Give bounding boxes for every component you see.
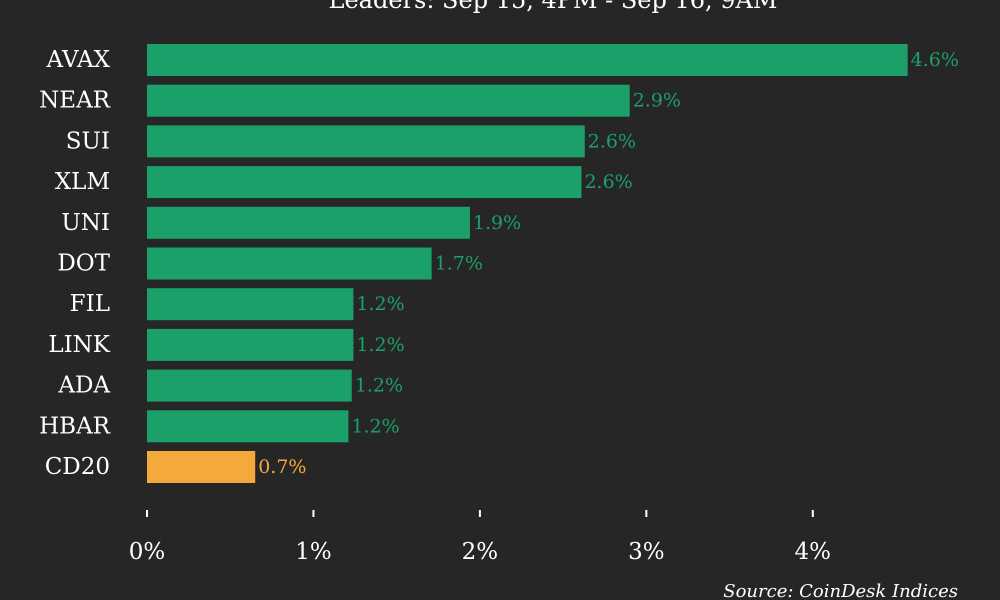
bar-xlm [147, 166, 582, 199]
category-label-near: NEAR [39, 88, 111, 114]
category-label-cd20: CD20 [45, 454, 110, 480]
x-tick-label-2: 2% [462, 539, 499, 565]
category-label-uni: UNI [61, 210, 110, 236]
category-label-fil: FIL [70, 291, 110, 317]
x-tick-label-1: 1% [295, 539, 332, 565]
value-label-link: 1.2% [356, 334, 404, 356]
value-labels: 4.6% 2.9% 2.6% 2.6% 1.9% 1.7% 1.2% 1.2% 1.2% 1.2%… [258, 49, 959, 478]
category-label-xlm: XLM [55, 169, 110, 195]
value-label-hbar: 1.2% [351, 415, 399, 437]
x-tick-label-3: 3% [628, 539, 665, 565]
bar-hbar [147, 410, 349, 443]
category-label-avax: AVAX [46, 47, 111, 73]
value-label-sui: 2.6% [588, 130, 636, 152]
value-label-dot: 1.7% [435, 253, 483, 275]
x-axis: 0% 1% 2% 3% 4% [129, 510, 831, 565]
value-label-avax: 4.6% [911, 49, 959, 71]
bar-sui [147, 125, 585, 158]
bar-cd20 [147, 451, 256, 483]
x-tick-label-4: 4% [795, 539, 832, 565]
category-label-ada: ADA [57, 373, 110, 399]
bar-dot [147, 247, 432, 280]
value-label-fil: 1.2% [356, 293, 404, 315]
category-label-hbar: HBAR [39, 413, 111, 439]
bar-uni [147, 206, 470, 239]
bar-avax [147, 44, 908, 76]
bar-near [147, 84, 630, 117]
category-label-sui: SUI [66, 128, 110, 154]
bar-fil [147, 288, 354, 321]
bar-ada [147, 369, 352, 402]
value-label-xlm: 2.6% [584, 171, 632, 193]
category-label-dot: DOT [57, 251, 110, 277]
chart-title: Leaders: Sep 15, 4PM - Sep 16, 9AM [329, 0, 778, 14]
x-tick-label-0: 0% [129, 539, 166, 565]
value-label-near: 2.9% [633, 90, 681, 112]
value-label-cd20: 0.7% [258, 456, 306, 478]
value-label-uni: 1.9% [473, 212, 521, 234]
value-label-ada: 1.2% [355, 375, 403, 397]
category-labels: AVAX NEAR SUI XLM UNI DOT FIL LINK ADA HBAR CD20 [39, 47, 111, 480]
bar-link [147, 328, 354, 361]
source-note: Source: CoinDesk Indices [723, 581, 958, 600]
category-label-link: LINK [48, 332, 110, 358]
bars-group [147, 44, 908, 483]
